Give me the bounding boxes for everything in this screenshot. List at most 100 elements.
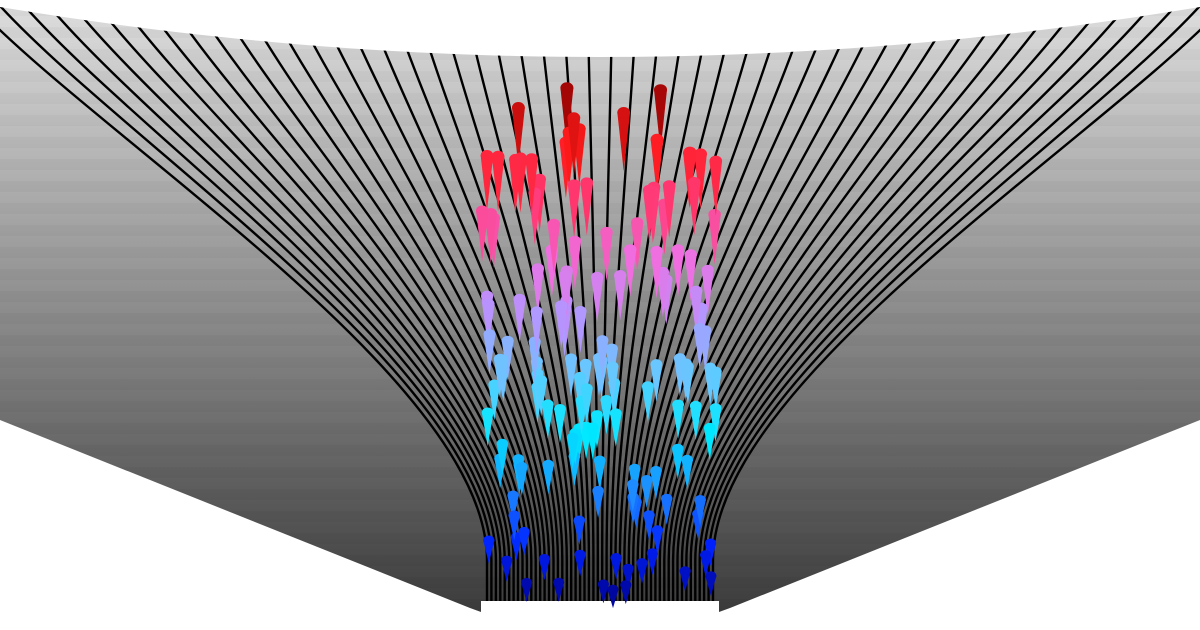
cone-icon [709, 366, 722, 409]
funnel-surface [0, 7, 1200, 612]
flow-line [67, 7, 506, 612]
cone-icon [622, 563, 634, 589]
shading-band [0, 203, 1200, 214]
cone-icon [574, 549, 586, 577]
flow-line [413, 7, 568, 612]
funnel-outlet [481, 601, 719, 630]
cone-icon [480, 150, 494, 211]
cone-icon [617, 107, 631, 172]
cone-icon [580, 177, 594, 236]
cone-icon [560, 82, 574, 149]
cone-icon [488, 379, 501, 421]
cone-icon [662, 180, 676, 239]
cone-icon [671, 244, 685, 297]
cone-icon [681, 454, 693, 490]
cone-icon [573, 515, 585, 545]
cone-icon [553, 577, 565, 602]
cone-icon [496, 438, 509, 475]
flow-line [487, 7, 582, 612]
flow-line [438, 7, 573, 612]
cone-icon [689, 400, 702, 440]
cone-icon [483, 535, 495, 564]
cone-icon [531, 263, 545, 315]
cone-icon [607, 584, 619, 609]
shading-band [0, 313, 1200, 324]
cone-icon [650, 245, 663, 299]
flow-line [694, 7, 1133, 612]
cone-icon [679, 358, 692, 402]
shading-band [0, 445, 1200, 456]
flow-line [290, 7, 546, 612]
cone-icon [586, 422, 599, 460]
flow-line [561, 7, 595, 612]
cone-icon [641, 381, 654, 422]
cone-icon [501, 555, 513, 582]
shading-band [0, 247, 1200, 258]
cone-icon [566, 432, 579, 470]
flow-line [707, 7, 1200, 612]
cone-icon [610, 553, 622, 580]
cone-icon [705, 571, 717, 596]
cone-icon [476, 205, 489, 262]
cone-icon [693, 323, 706, 369]
shading-band [0, 5, 1200, 16]
cone-icon [538, 554, 551, 581]
cone-icon [709, 403, 722, 443]
cone-icon [513, 293, 526, 343]
shading-band [0, 137, 1200, 148]
flow-line [92, 7, 511, 612]
flow-line [18, 7, 498, 612]
cone-icon [687, 177, 701, 236]
shading-band [0, 225, 1200, 236]
cone-icon [640, 475, 653, 508]
cone-icon [547, 218, 560, 274]
flow-line [512, 7, 586, 612]
flow-line [43, 7, 502, 612]
flow-line [667, 7, 984, 612]
cone-icon [703, 422, 716, 461]
cone-icon [650, 465, 662, 500]
cone-icon [483, 329, 496, 375]
shading-band [0, 401, 1200, 412]
flow-line [240, 7, 537, 612]
flow-line [614, 7, 688, 612]
cone-icon [512, 102, 525, 167]
cone-icon [631, 217, 644, 273]
cone-icon [694, 148, 707, 210]
cone-icon [508, 510, 520, 541]
cone-icon [555, 300, 568, 349]
cone-icon [661, 493, 673, 525]
cone-icon [530, 306, 543, 354]
cone-icon [518, 526, 530, 556]
cone-icon [535, 375, 548, 417]
cone-icon [565, 353, 577, 397]
cone-icon [481, 407, 494, 447]
shading-band [0, 555, 1200, 566]
flow-line [265, 7, 542, 612]
cone-icon [600, 395, 613, 435]
cone-icon [491, 150, 505, 212]
cone-icon [509, 153, 522, 215]
flow-line [702, 7, 1182, 612]
cone-icon [482, 298, 495, 347]
cone-icon [614, 270, 627, 321]
flow-line [364, 7, 560, 612]
flow-line [645, 7, 861, 612]
cone-icon [627, 479, 639, 512]
flow-line [680, 7, 1059, 612]
cone-icon [568, 235, 582, 289]
cone-icon [654, 84, 667, 151]
cone-icon [708, 209, 721, 265]
flow-line [711, 7, 1200, 612]
cone-icon [679, 566, 691, 592]
cone-icon [567, 179, 581, 238]
shading-band [0, 27, 1200, 38]
cone-icon [636, 558, 648, 584]
flow-line [698, 7, 1157, 612]
cone-icon [643, 510, 655, 541]
shading-band [0, 115, 1200, 126]
cone-icon [620, 580, 632, 605]
flow-line [0, 7, 489, 612]
flow-line [117, 7, 515, 612]
